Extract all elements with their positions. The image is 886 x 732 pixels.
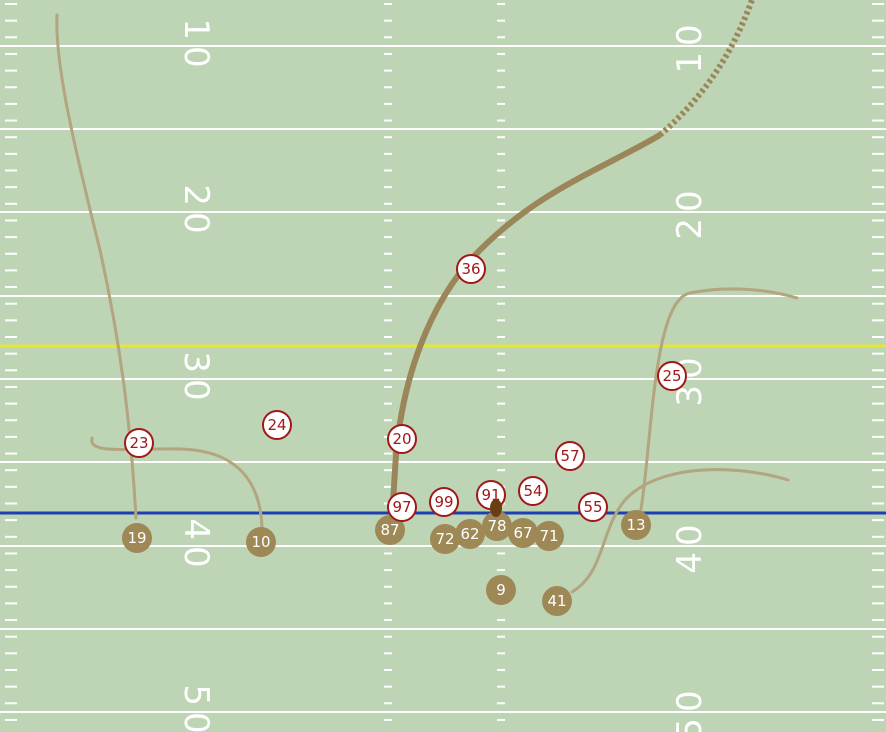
defense-player [456, 254, 486, 284]
offense-player [375, 515, 405, 545]
route [570, 468, 790, 594]
offense-number: 9 [496, 581, 506, 599]
defense-number: 57 [560, 447, 579, 465]
offense-number: 13 [626, 516, 645, 534]
defense-player [124, 428, 154, 458]
offense-number: 71 [539, 527, 558, 545]
offense-number: 78 [487, 517, 506, 535]
main-route-extension [658, 0, 755, 138]
defense-number: 23 [129, 434, 148, 452]
defense-player [262, 410, 292, 440]
yard-number: 20 [176, 184, 216, 239]
offense-player [542, 586, 572, 616]
defense-number: 99 [434, 493, 453, 511]
yard-number: 40 [176, 518, 216, 573]
offense-player [486, 575, 516, 605]
defense-player [657, 361, 687, 391]
offense-player [534, 521, 564, 551]
offense-number: 67 [513, 524, 532, 542]
offense-player [430, 524, 460, 554]
defense-player [578, 492, 608, 522]
defense-player [387, 424, 417, 454]
offense-player [246, 527, 276, 557]
yard-number: 10 [670, 18, 710, 73]
defense-player [429, 487, 459, 517]
yard-number: 30 [176, 351, 216, 406]
defense-number: 25 [662, 367, 681, 385]
yard-number: 50 [176, 684, 216, 732]
offense-player [455, 519, 485, 549]
main-route [389, 132, 662, 521]
offense-player [508, 518, 538, 548]
yard-number: 20 [670, 184, 710, 239]
defense-player [518, 476, 548, 506]
yard-number: 50 [670, 684, 710, 732]
defense-number: 54 [523, 482, 542, 500]
offense-number: 62 [460, 525, 479, 543]
defense-number: 97 [392, 498, 411, 516]
route [90, 436, 264, 530]
defense-number: 24 [267, 416, 286, 434]
defense-player [387, 492, 417, 522]
offense-number: 41 [547, 592, 566, 610]
defense-player [555, 441, 585, 471]
defense-number: 36 [461, 260, 480, 278]
offense-number: 87 [380, 521, 399, 539]
offense-number: 19 [127, 529, 146, 547]
offense-player [621, 510, 651, 540]
offense-player [122, 523, 152, 553]
route [638, 287, 799, 517]
offense-number: 10 [251, 533, 270, 551]
offense-player [482, 511, 512, 541]
yard-number: 40 [670, 518, 710, 573]
defense-number: 20 [392, 430, 411, 448]
offense-number: 72 [435, 530, 454, 548]
yard-number: 10 [176, 18, 216, 73]
defense-number: 55 [583, 498, 602, 516]
football [490, 499, 502, 517]
